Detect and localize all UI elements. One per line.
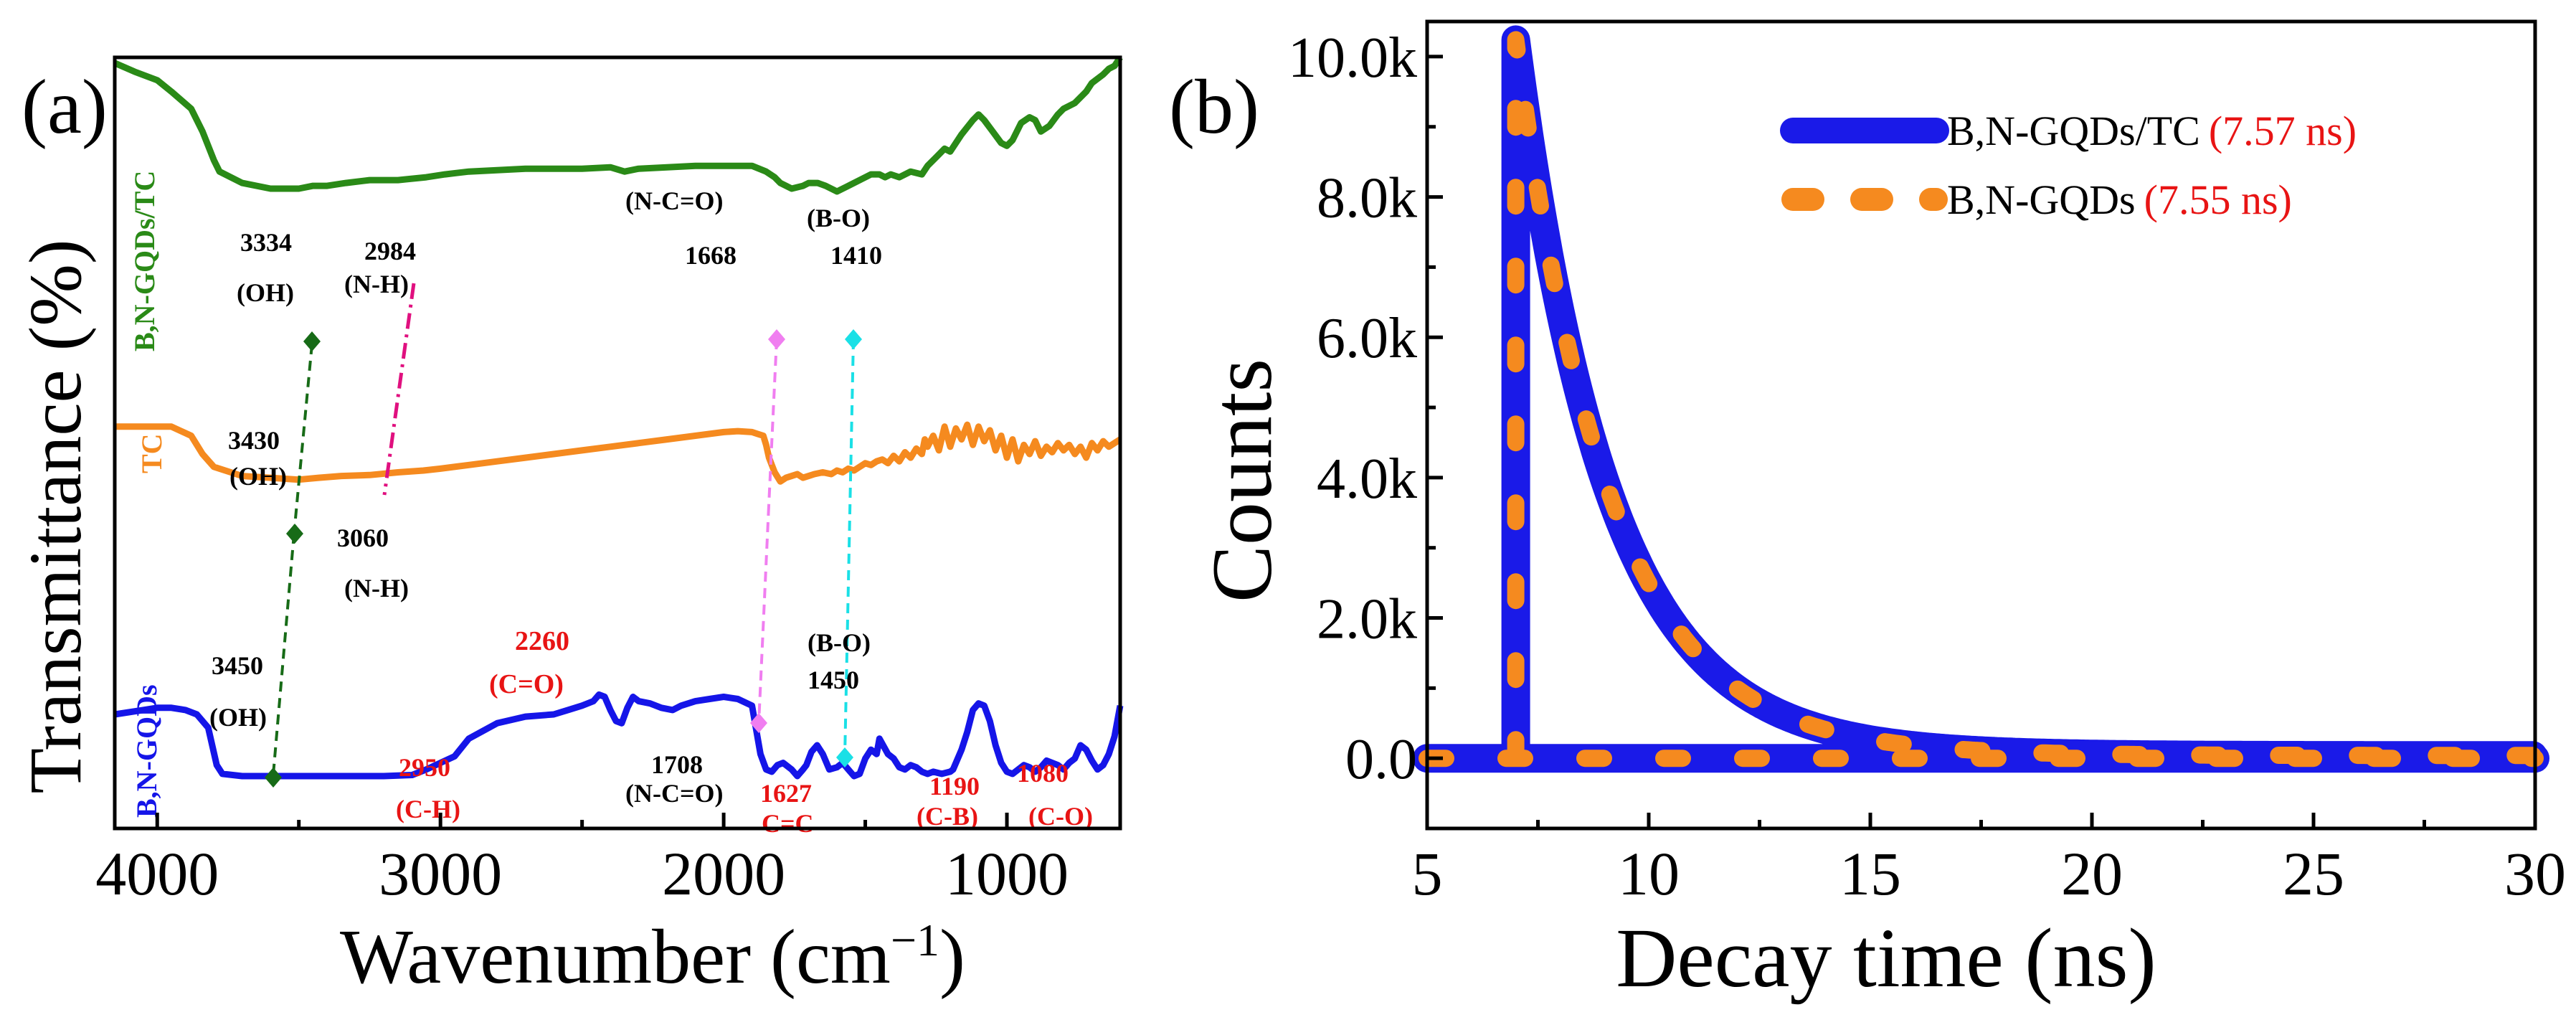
ann-1190: 1190 bbox=[929, 772, 980, 800]
ann-2260: 2260 bbox=[515, 626, 569, 656]
series-line-b-n-gqds bbox=[114, 691, 1124, 780]
panel-b-label: (b) bbox=[1169, 65, 1259, 150]
y-tick-label: 8.0k bbox=[1317, 167, 1417, 230]
ann-3450: 3450 bbox=[212, 651, 263, 680]
oh-marker-mid bbox=[286, 524, 303, 544]
panel-b: (b) Counts Decay time (ns) 5 10 15 20 25 30 0.… bbox=[1169, 19, 2566, 1005]
panel-a-ylabel: Transmittance (%) bbox=[14, 239, 97, 793]
x-tick-label: 25 bbox=[2283, 839, 2344, 908]
panel-a-frame bbox=[113, 55, 1122, 831]
legend-name-2: B,N-GQDs bbox=[1947, 176, 2136, 223]
ann-3450-group: (OH) bbox=[209, 703, 267, 732]
x-tick-label: 30 bbox=[2504, 839, 2566, 908]
nco-marker-top bbox=[768, 329, 785, 349]
annotations-black: 3334 (OH) 2984 (N-H) (N-C=O) 1668 (B-O) … bbox=[209, 186, 882, 808]
y-tick-label: 4.0k bbox=[1317, 448, 1417, 511]
x-tick-label: 10 bbox=[1618, 839, 1680, 908]
label-bn-gqds-tc: B,N-GQDs/TC bbox=[128, 171, 161, 351]
panel-b-xlabel: Decay time (ns) bbox=[1616, 911, 2156, 1005]
bo-connector bbox=[843, 339, 855, 757]
decay-curve-b-n-gqds bbox=[1419, 31, 2544, 767]
x-tick-label: 15 bbox=[1839, 839, 1901, 908]
oh-marker-top bbox=[303, 331, 321, 351]
legend: B,N-GQDs/TC (7.57 ns) B,N-GQDs (7.55 ns) bbox=[1780, 108, 2357, 223]
panel-a-xlabel-main: Wavenumber (cm bbox=[340, 915, 891, 1000]
panel-b-series-lines bbox=[1413, 25, 2549, 773]
y-tick-label: 2.0k bbox=[1317, 588, 1417, 651]
y-tick-label: 6.0k bbox=[1317, 307, 1417, 370]
panel-a-xlabel-end: ) bbox=[939, 915, 965, 1000]
panel-a-series-lines bbox=[113, 55, 1124, 780]
nco-connector-upper bbox=[767, 339, 778, 506]
oh-marker-bottom bbox=[265, 767, 282, 788]
ann-3060: 3060 bbox=[337, 524, 389, 552]
bo-marker-bottom bbox=[836, 747, 853, 767]
ann-bo-bottom-group: (B-O) bbox=[808, 628, 871, 657]
bo-marker-top bbox=[845, 329, 862, 349]
x-tick-label: 20 bbox=[2061, 839, 2123, 908]
label-bn-gqds: B,N-GQDs bbox=[131, 684, 163, 818]
ann-3334-group: (OH) bbox=[237, 278, 294, 307]
panel-b-plot: 5 10 15 20 25 30 0.0 2.0k 4.0k 6.0k 8.0k 10.0k B,N-… bbox=[1288, 19, 2566, 908]
panel-b-ylabel: Counts bbox=[1194, 359, 1289, 603]
ann-1080-group: (C-O) bbox=[1028, 802, 1093, 831]
panel-b-axes: 5 10 15 20 25 30 0.0 2.0k 4.0k 6.0k 8.0k 10.0k bbox=[1288, 19, 2566, 908]
ann-1668: 1668 bbox=[685, 241, 737, 270]
ann-1410: 1410 bbox=[830, 241, 882, 270]
x-tick-label: 1000 bbox=[945, 839, 1069, 908]
label-tc: TC bbox=[136, 433, 168, 473]
oh-connector-upper bbox=[293, 344, 313, 534]
oh-connector-lower bbox=[272, 533, 295, 775]
nco-marker-bottom bbox=[750, 713, 767, 733]
x-tick-label: 2000 bbox=[662, 839, 785, 908]
legend-label-bn-gqds: B,N-GQDs (7.55 ns) bbox=[1947, 176, 2292, 223]
y-tick-label: 10.0k bbox=[1288, 27, 1417, 90]
ann-1190-group: (C-B) bbox=[917, 802, 978, 831]
y-tick-label: 0.0 bbox=[1345, 728, 1417, 791]
ann-bo-top-group: (B-O) bbox=[807, 204, 870, 232]
ann-1627-group: C=C bbox=[762, 809, 814, 838]
ann-3430: 3430 bbox=[228, 426, 280, 455]
ann-2984-group: (N-H) bbox=[344, 270, 409, 298]
nh-connector bbox=[382, 283, 416, 496]
x-tick-label: 3000 bbox=[379, 839, 502, 908]
panel-a-plot: B,N-GQDs/TC TC B,N-GQDs 3334 (OH) 2984 (… bbox=[95, 55, 1124, 908]
ann-3060-group: (N-H) bbox=[344, 574, 409, 603]
ann-1080: 1080 bbox=[1017, 759, 1069, 788]
series-line-b-n-gqds-tc bbox=[113, 55, 1123, 195]
ann-2260-group: (C=O) bbox=[489, 669, 564, 699]
ann-2950-group: (C-H) bbox=[396, 795, 460, 823]
panel-a-xlabel: Wavenumber (cm−1) bbox=[340, 915, 965, 1000]
legend-lifetime-1: (7.57 ns) bbox=[2209, 108, 2357, 154]
panel-a: (a) Transmittance (%) Wavenumber (cm−1) … bbox=[14, 55, 1124, 1000]
x-tick-label: 5 bbox=[1412, 839, 1443, 908]
legend-name-1: B,N-GQDs/TC bbox=[1947, 108, 2200, 154]
ann-2984: 2984 bbox=[364, 237, 416, 265]
ann-2950: 2950 bbox=[399, 753, 450, 782]
legend-lifetime-2: (7.55 ns) bbox=[2144, 176, 2292, 223]
nco-connector-lower bbox=[757, 505, 770, 724]
ann-1627: 1627 bbox=[760, 779, 812, 808]
ann-3334: 3334 bbox=[240, 228, 292, 257]
annotations-red: 2260 (C=O) 2950 (C-H) 1627 C=C 1190 (C-B… bbox=[396, 626, 1093, 838]
ann-1708: 1708 bbox=[651, 750, 703, 779]
ann-1450: 1450 bbox=[808, 666, 859, 694]
series-line-tc bbox=[115, 421, 1122, 485]
panel-a-axes: 4000 3000 2000 1000 bbox=[95, 55, 1122, 908]
ann-nco-top-group: (N-C=O) bbox=[625, 186, 723, 215]
ann-3430-group: (OH) bbox=[229, 462, 287, 491]
ann-1708-group: (N-C=O) bbox=[625, 779, 723, 808]
panel-a-label: (a) bbox=[22, 65, 108, 150]
legend-label-bn-gqds-tc: B,N-GQDs/TC (7.57 ns) bbox=[1947, 108, 2357, 154]
x-tick-label: 4000 bbox=[95, 839, 219, 908]
panel-a-xlabel-sup: −1 bbox=[891, 915, 939, 965]
